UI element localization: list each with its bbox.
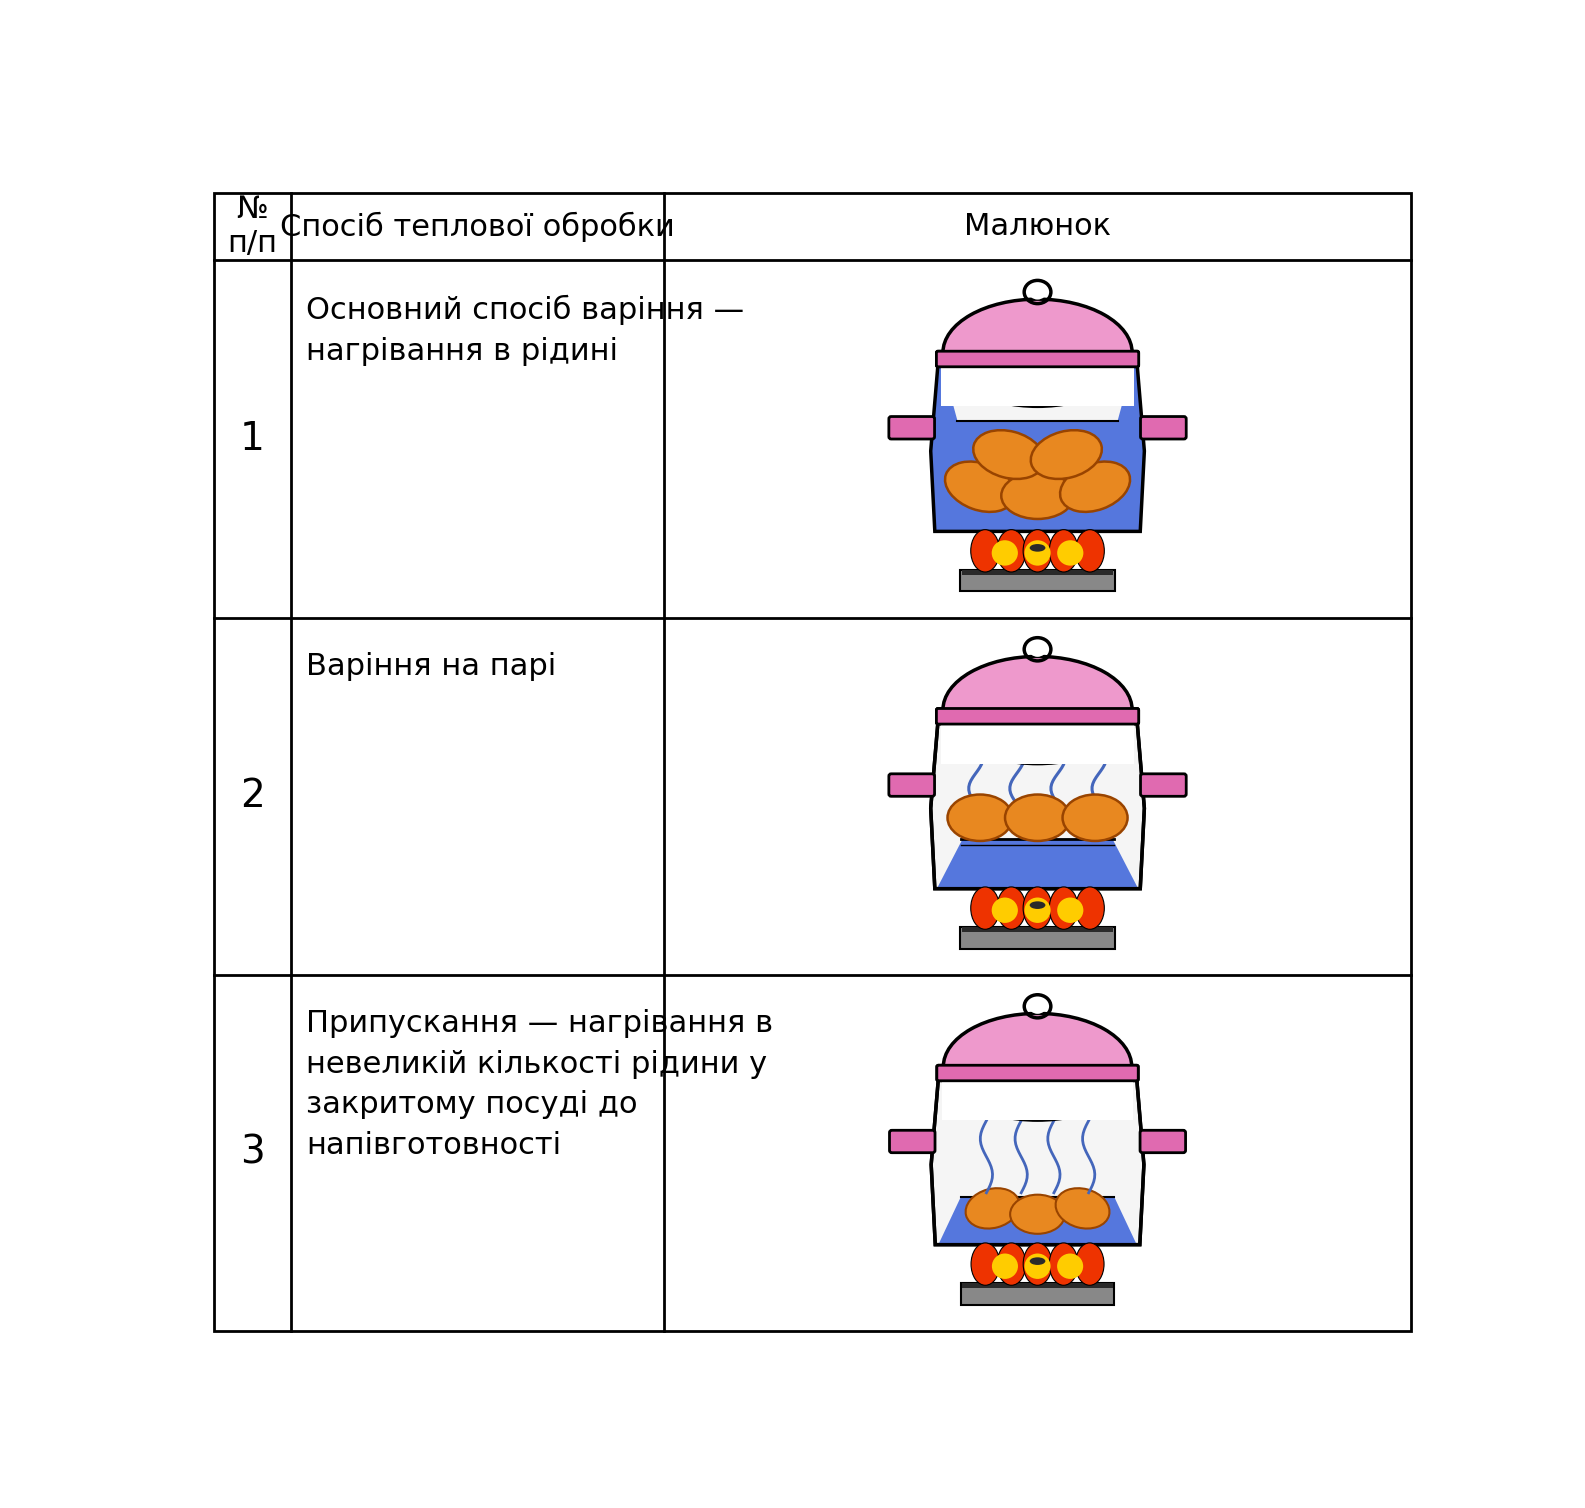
Ellipse shape xyxy=(992,540,1018,566)
FancyBboxPatch shape xyxy=(889,774,935,796)
Ellipse shape xyxy=(1024,897,1051,923)
Ellipse shape xyxy=(970,529,1000,572)
Text: Припускання — нагрівання в
невеликій кількості рідини у
закритому посуді до
напі: Припускання — нагрівання в невеликій кіл… xyxy=(306,1009,773,1160)
Bar xyxy=(940,363,1135,366)
Ellipse shape xyxy=(943,1013,1132,1120)
Ellipse shape xyxy=(1024,1253,1051,1279)
Bar xyxy=(941,710,1133,763)
Ellipse shape xyxy=(1075,1243,1105,1285)
Ellipse shape xyxy=(1024,1243,1052,1285)
Text: Основний спосіб варіння —
нагрівання в рідині: Основний спосіб варіння — нагрівання в р… xyxy=(306,296,745,366)
Ellipse shape xyxy=(1024,540,1051,566)
Ellipse shape xyxy=(1030,430,1102,480)
Ellipse shape xyxy=(1024,529,1052,572)
Ellipse shape xyxy=(1057,897,1084,923)
Ellipse shape xyxy=(1049,529,1078,572)
Ellipse shape xyxy=(943,299,1132,406)
Ellipse shape xyxy=(965,1188,1019,1229)
Ellipse shape xyxy=(1030,544,1046,552)
Bar xyxy=(961,570,1114,591)
FancyBboxPatch shape xyxy=(937,709,1138,724)
Ellipse shape xyxy=(992,1253,1018,1279)
Ellipse shape xyxy=(1049,887,1078,929)
Ellipse shape xyxy=(948,795,1013,841)
Bar xyxy=(962,1283,1113,1288)
Ellipse shape xyxy=(1002,472,1073,519)
Text: Спосіб теплової обробки: Спосіб теплової обробки xyxy=(281,211,675,241)
Ellipse shape xyxy=(1049,1243,1078,1285)
Bar xyxy=(941,353,1133,406)
Polygon shape xyxy=(930,1066,1144,1244)
Ellipse shape xyxy=(1030,902,1046,909)
Polygon shape xyxy=(930,710,1144,888)
Bar xyxy=(961,927,1114,949)
Polygon shape xyxy=(938,1197,1136,1244)
FancyBboxPatch shape xyxy=(937,351,1138,366)
Text: 2: 2 xyxy=(239,777,265,816)
Ellipse shape xyxy=(1057,540,1084,566)
FancyBboxPatch shape xyxy=(889,416,935,439)
FancyBboxPatch shape xyxy=(1141,774,1186,796)
FancyBboxPatch shape xyxy=(1140,1131,1186,1152)
FancyBboxPatch shape xyxy=(937,351,1138,366)
Ellipse shape xyxy=(970,887,1000,929)
Ellipse shape xyxy=(1010,1194,1065,1234)
Ellipse shape xyxy=(1076,529,1105,572)
Ellipse shape xyxy=(1030,1258,1046,1265)
Ellipse shape xyxy=(997,529,1025,572)
Bar xyxy=(940,721,1135,724)
Ellipse shape xyxy=(1024,887,1052,929)
Ellipse shape xyxy=(1062,795,1127,841)
FancyBboxPatch shape xyxy=(937,1065,1138,1081)
Ellipse shape xyxy=(1060,461,1130,511)
Polygon shape xyxy=(930,353,1144,531)
Polygon shape xyxy=(938,353,1136,421)
Bar xyxy=(962,927,1113,932)
Bar xyxy=(941,1066,1133,1120)
Text: 3: 3 xyxy=(239,1134,265,1172)
Ellipse shape xyxy=(997,887,1025,929)
Polygon shape xyxy=(937,838,1138,888)
Ellipse shape xyxy=(973,430,1045,480)
Text: Малюнок: Малюнок xyxy=(964,213,1111,241)
Text: 1: 1 xyxy=(239,419,265,458)
Text: №
п/п: № п/п xyxy=(227,195,277,258)
Bar xyxy=(962,570,1113,575)
FancyBboxPatch shape xyxy=(937,709,1138,724)
Ellipse shape xyxy=(1029,642,1046,657)
Ellipse shape xyxy=(972,1243,1000,1285)
Ellipse shape xyxy=(1057,1253,1083,1279)
Ellipse shape xyxy=(943,656,1132,763)
Ellipse shape xyxy=(945,461,1014,511)
Ellipse shape xyxy=(1056,1188,1110,1229)
Ellipse shape xyxy=(997,1243,1025,1285)
Ellipse shape xyxy=(1029,998,1046,1013)
Bar xyxy=(940,1077,1135,1081)
FancyBboxPatch shape xyxy=(1141,416,1186,439)
Bar xyxy=(961,1283,1114,1304)
Ellipse shape xyxy=(1076,887,1105,929)
Ellipse shape xyxy=(1029,285,1046,300)
FancyBboxPatch shape xyxy=(889,1131,935,1152)
FancyBboxPatch shape xyxy=(937,1065,1138,1081)
Ellipse shape xyxy=(1005,795,1070,841)
Text: Варіння на парі: Варіння на парі xyxy=(306,651,556,682)
Ellipse shape xyxy=(992,897,1018,923)
